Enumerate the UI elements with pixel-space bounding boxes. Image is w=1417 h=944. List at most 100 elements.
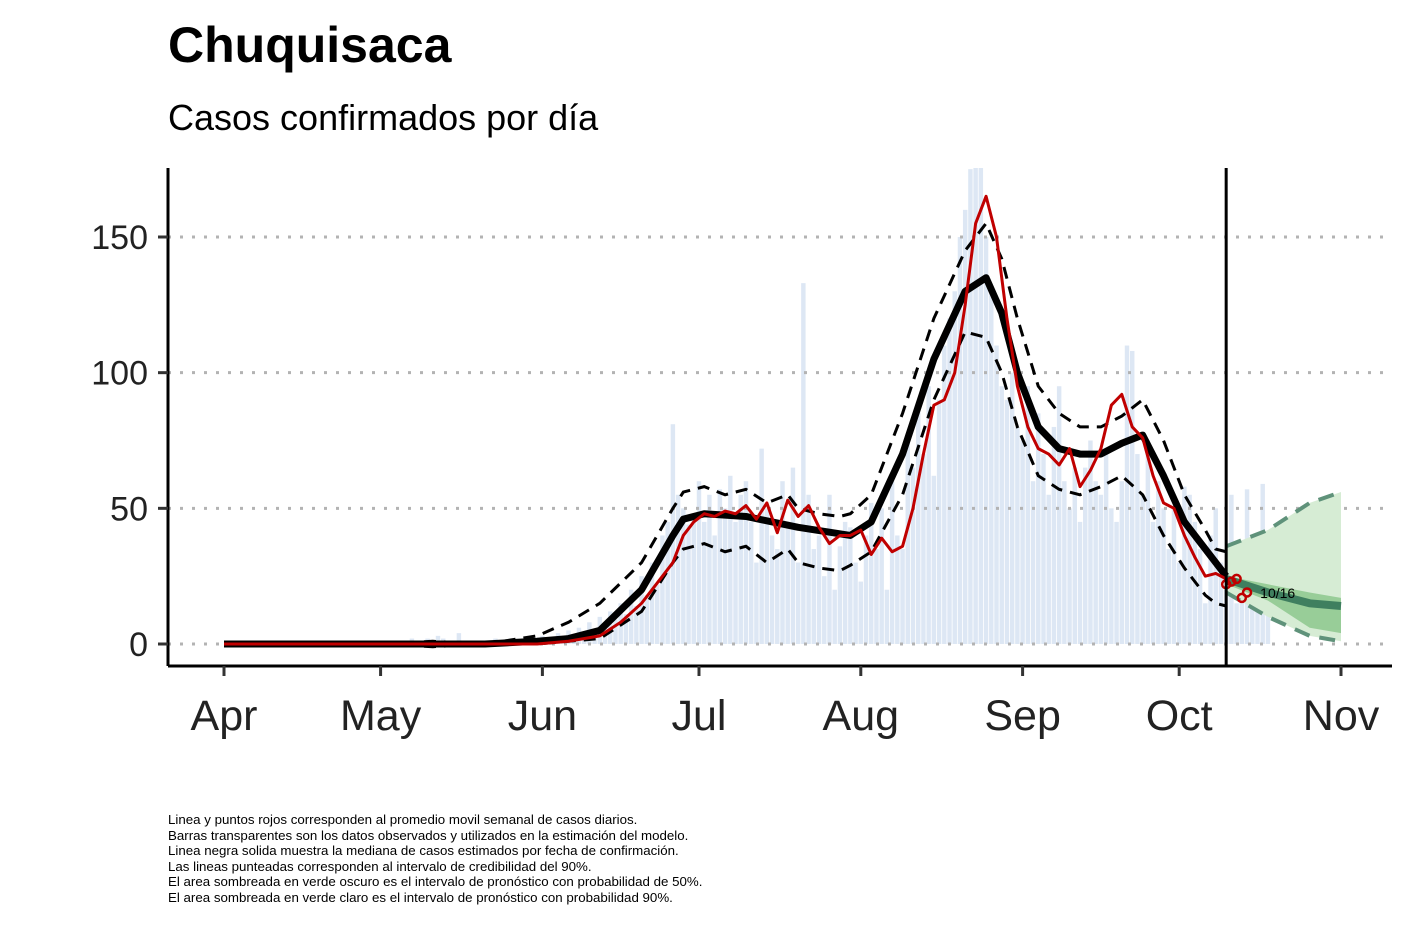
- observed-bar: [748, 521, 754, 644]
- observed-bar: [686, 524, 691, 644]
- observed-bar: [1176, 562, 1182, 644]
- observed-bar: [957, 237, 963, 644]
- observed-bar: [989, 291, 994, 644]
- observed-bar: [634, 606, 639, 644]
- observed-bar: [1093, 481, 1098, 644]
- observed-bar: [1156, 481, 1161, 644]
- x-tick-label: May: [340, 692, 422, 740]
- observed-bar: [1197, 549, 1203, 644]
- observed-bar: [822, 576, 827, 644]
- observed-bar: [1009, 372, 1015, 644]
- observed-bar: [942, 345, 947, 644]
- median-line: [224, 274, 1229, 648]
- x-tick-label: Oct: [1146, 692, 1213, 740]
- cases-chart: 10/16 0 50 100 150 Apr May Jun Jul Aug Sep Oct Nov: [91, 168, 1392, 740]
- chart-captions: Linea y puntos rojos corresponden al pro…: [168, 812, 702, 906]
- recent-point: [1231, 573, 1242, 585]
- forecast-median-line: [1224, 575, 1342, 610]
- observed-bar: [1083, 467, 1088, 644]
- observed-bar: [1062, 481, 1067, 644]
- observed-bar: [623, 614, 629, 644]
- observed-bar: [1187, 494, 1192, 644]
- caption-line: Linea negra solida muestra la mediana de…: [168, 843, 679, 859]
- observed-bar: [696, 481, 702, 644]
- observed-bar: [962, 209, 968, 644]
- observed-bar: [754, 562, 759, 644]
- observed-bar: [1129, 350, 1135, 644]
- y-tick-label: 100: [91, 355, 148, 393]
- observed-bar: [915, 402, 921, 644]
- observed-bar: [649, 562, 655, 644]
- observed-bar: [1119, 481, 1124, 644]
- ci-upper-line: [224, 220, 1227, 646]
- observed-bar: [743, 481, 749, 644]
- observed-bar: [905, 440, 910, 644]
- chart-subtitle: Casos confirmados por día: [168, 97, 599, 138]
- model-lines: 10/16: [224, 194, 1295, 649]
- observed-bar: [628, 589, 634, 644]
- y-tick-label: 50: [110, 490, 148, 528]
- observed-bar: [795, 562, 801, 644]
- observed-bar: [1109, 508, 1114, 644]
- observed-bar: [801, 283, 806, 644]
- observed-bar: [717, 489, 723, 644]
- observed-bar: [707, 494, 712, 644]
- forecast-date-label: 10/16: [1260, 585, 1295, 601]
- observed-bar: [712, 535, 717, 644]
- observed-bar: [879, 508, 884, 644]
- observed-bar: [832, 589, 837, 644]
- caption-line: Las lineas punteadas corresponden al int…: [168, 858, 592, 874]
- x-tick-label: Jun: [508, 692, 577, 740]
- observed-bar: [1203, 603, 1208, 644]
- observed-bar: [1077, 521, 1083, 644]
- observed-bar: [764, 508, 770, 644]
- observed-bar: [1250, 603, 1255, 644]
- observed-bar: [728, 475, 733, 644]
- observed-bar: [1020, 440, 1025, 644]
- observed-bar: [780, 481, 785, 644]
- observed-bar: [848, 527, 853, 644]
- observed-bar: [769, 535, 775, 644]
- observed-bar: [644, 595, 650, 644]
- rolling-average-line: [224, 194, 1227, 646]
- observed-bar: [759, 448, 764, 644]
- observed-bar: [853, 562, 858, 644]
- observed-bar: [921, 454, 926, 644]
- observed-bar: [733, 521, 738, 644]
- x-tick-label: Nov: [1303, 692, 1380, 740]
- observed-bar: [910, 467, 916, 644]
- observed-bar: [1124, 345, 1130, 644]
- observed-bar: [973, 168, 978, 644]
- observed-bar: [1234, 603, 1239, 644]
- forecast-area: [1224, 490, 1342, 644]
- recent-point: [1236, 592, 1248, 604]
- observed-bar: [655, 584, 660, 644]
- observed-bar: [947, 318, 952, 644]
- observed-bar: [1004, 399, 1010, 644]
- observed-bar: [884, 589, 890, 644]
- observed-bar: [895, 535, 900, 644]
- x-tick-label: Apr: [191, 692, 258, 740]
- observed-bar: [952, 291, 957, 644]
- observed-bar: [1161, 508, 1166, 644]
- chart-title: Chuquisaca: [168, 17, 452, 73]
- observed-bar: [691, 513, 696, 644]
- caption-line: Linea y puntos rojos corresponden al pro…: [168, 812, 638, 827]
- forecast-upper-dashed: [1225, 490, 1342, 549]
- observed-bar: [1208, 535, 1213, 644]
- observed-bar: [931, 475, 937, 644]
- observed-bar: [1166, 549, 1171, 644]
- observed-bar: [983, 237, 989, 644]
- forecast-lower-dashed: [1225, 590, 1342, 644]
- observed-bar: [968, 169, 973, 644]
- x-tick-label: Sep: [984, 692, 1061, 740]
- observed-bar: [1015, 426, 1020, 644]
- observed-bar: [842, 521, 848, 644]
- observed-bar: [1213, 508, 1218, 644]
- observed-bars: [394, 168, 1271, 644]
- observed-bar: [837, 546, 843, 644]
- observed-bar: [1041, 454, 1046, 644]
- observed-bar: [613, 619, 618, 644]
- observed-bar: [863, 535, 869, 644]
- observed-bar: [1051, 426, 1057, 644]
